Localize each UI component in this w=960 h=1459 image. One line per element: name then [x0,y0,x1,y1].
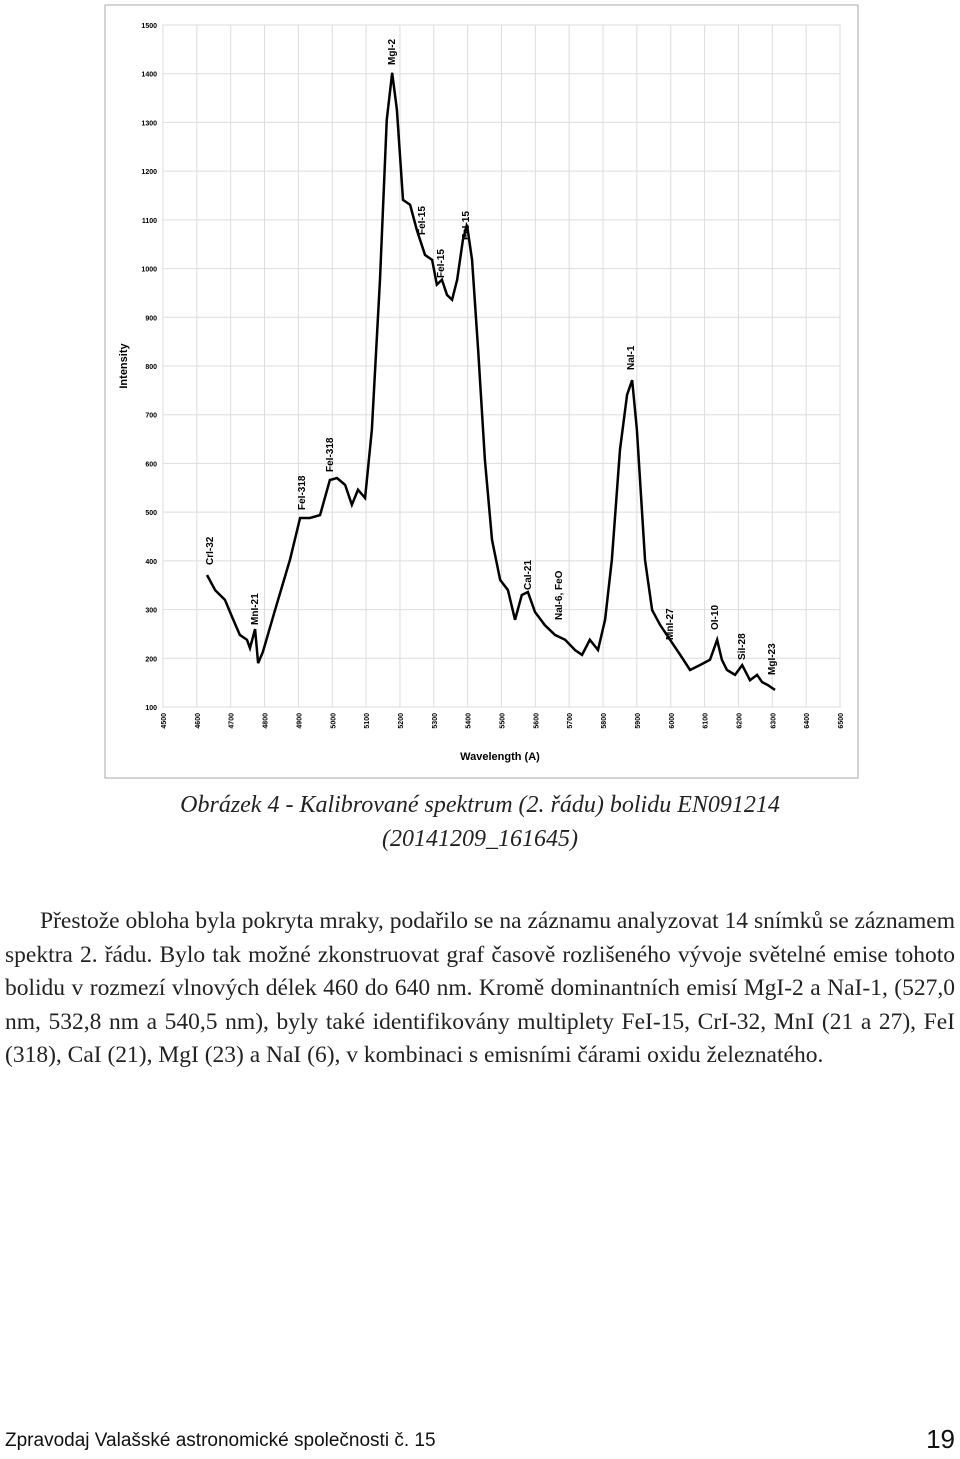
x-tick-label: 6000 [669,713,676,729]
line-annotation: MgI-23 [767,643,778,675]
y-tick-label: 100 [145,705,157,712]
x-tick-label: 6100 [703,713,710,729]
y-tick-label: 1100 [142,218,157,225]
x-tick-label: 5200 [398,713,405,729]
y-tick-label: 500 [145,510,157,517]
line-annotation: MnI-27 [665,608,676,640]
spectrum-line [205,72,776,691]
x-tick-label: 4600 [195,713,202,729]
line-annotation: CaI-21 [523,560,534,590]
x-tick-label: 5300 [432,713,439,729]
line-annotation: FeI-318 [297,475,308,510]
y-tick-label: 400 [145,559,157,566]
y-tick-label: 200 [145,656,157,663]
x-tick-label: 6300 [770,713,777,729]
line-annotation: NaI-1 [626,345,637,370]
x-tick-label: 6500 [838,713,845,729]
y-axis-title: Intensity [118,343,130,389]
x-tick-label: 6200 [736,713,743,729]
y-tick-label: 1200 [141,169,157,176]
x-tick-label: 5900 [635,713,642,729]
line-annotation: OI-10 [710,605,721,630]
line-annotation: FeI-318 [325,437,336,472]
caption: Obrázek 4 - Kalibrované spektrum (2. řád… [0,788,960,856]
footer-journal: Zpravodaj Valašské astronomické společno… [5,1430,436,1451]
x-tick-label: 4800 [263,713,270,729]
caption-line: (20141209_161645) [382,826,578,852]
y-tick-label: 800 [145,364,157,371]
y-tick-label: 1300 [141,120,157,127]
line-annotation: MgI-2 [387,38,398,65]
y-tick-label: 700 [145,413,157,420]
x-tick-label: 5100 [364,713,371,729]
line-annotation: MnI-21 [250,593,261,625]
line-annotation: CrI-32 [205,536,216,565]
x-tick-label: 4900 [296,713,303,729]
figure: Intensity Wavelength (A) 100 200 300 400 500… [104,4,859,779]
y-tick-label: 1000 [141,267,157,274]
y-tick-label: 900 [145,315,157,322]
x-tick-label: 5500 [500,713,507,729]
y-tick-label: 300 [145,608,157,615]
x-tick-label: 4500 [161,713,168,729]
x-tick-label: 5400 [466,713,473,729]
line-annotation: FeI-15 [436,249,447,278]
x-tick-label: 5700 [567,713,574,729]
paragraph: Přestože obloha byla pokryta mraky, poda… [5,908,955,1068]
line-annotation: FeI-15 [417,206,428,235]
line-annotation: NaI-6, FeO [554,570,565,620]
y-tick-label: 600 [145,461,157,468]
page-number: 19 [926,1424,955,1454]
x-tick-label: 6400 [804,713,811,729]
x-tick-label: 5800 [601,713,608,729]
x-tick-label: 5000 [330,713,337,729]
line-annotation: FeI-15 [461,211,472,240]
x-axis-title: Wavelength (A) [460,751,540,763]
y-tick-label: 1500 [141,23,157,30]
line-annotation: SiI-28 [737,633,748,660]
x-tick-label: 5600 [533,713,540,729]
y-tick-label: 1400 [141,72,157,79]
x-tick-label: 4700 [229,713,236,729]
caption-line: Obrázek 4 - Kalibrované spektrum (2. řád… [180,792,780,818]
